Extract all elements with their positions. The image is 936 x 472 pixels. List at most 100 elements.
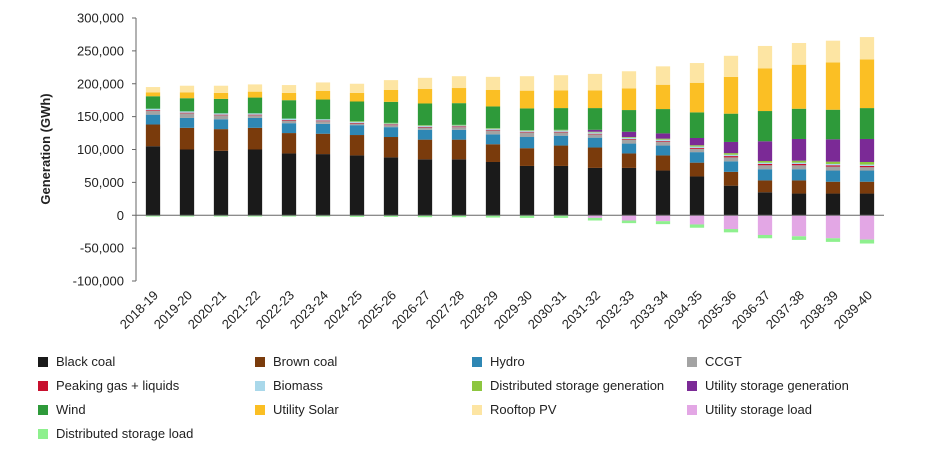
bar-segment: [689, 82, 705, 113]
bar-segment: [553, 90, 569, 109]
bar-segment: [757, 163, 773, 166]
bar-segment: [621, 137, 637, 138]
legend-label: Utility storage generation: [705, 378, 849, 393]
legend-item: Wind: [38, 400, 255, 419]
legend-item: Utility storage load: [687, 400, 907, 419]
bar-segment: [519, 130, 535, 132]
bar-segment: [859, 164, 875, 166]
legend-label: Hydro: [490, 354, 525, 369]
legend-swatch: [38, 404, 48, 415]
bar-segment: [417, 126, 433, 128]
bar-segment: [587, 108, 603, 130]
bar-segment: [485, 130, 501, 135]
bar-segment: [723, 171, 739, 186]
legend-label: Wind: [56, 402, 86, 417]
bar-segment: [655, 141, 671, 146]
bar-segment: [383, 137, 399, 158]
legend-swatch: [687, 380, 697, 391]
bar-segment: [689, 176, 705, 216]
bar-segment: [689, 147, 705, 149]
bar-segment: [587, 132, 603, 134]
bar-segment: [621, 71, 637, 89]
bar-segment: [825, 166, 841, 171]
legend-label: Biomass: [273, 378, 323, 393]
legend-label: CCGT: [705, 354, 742, 369]
bar-segment: [451, 124, 467, 126]
bar-segment: [281, 120, 297, 124]
bar-segment: [723, 229, 739, 233]
bar-segment: [587, 147, 603, 168]
bar-segment: [383, 80, 399, 90]
bar-segment: [247, 127, 263, 150]
bar-segment: [689, 63, 705, 83]
bar-segment: [383, 101, 399, 123]
bar-segment: [417, 129, 433, 140]
bar-segment: [757, 192, 773, 216]
bar-segment: [451, 76, 467, 89]
bar-segment: [757, 161, 773, 163]
bar-segment: [689, 112, 705, 138]
bar-segment: [485, 128, 501, 129]
bar-segment: [281, 92, 297, 101]
bar-segment: [315, 123, 331, 134]
bar-segment: [417, 215, 433, 218]
bar-segment: [417, 127, 433, 130]
y-tick-label: 300,000: [77, 11, 124, 26]
bar-segment: [655, 84, 671, 110]
legend-label: Distributed storage load: [56, 426, 194, 441]
bar-segment: [621, 220, 637, 224]
legend-swatch: [38, 380, 48, 391]
bar-segment: [587, 129, 603, 132]
x-tick-label: 2039-40: [831, 288, 875, 332]
bar-segment: [655, 66, 671, 85]
bar-segment: [723, 153, 739, 155]
bar-segment: [519, 165, 535, 216]
bar-segment: [519, 137, 535, 149]
bar-segment: [757, 68, 773, 112]
bar-segment: [281, 153, 297, 216]
bar-segment: [485, 128, 501, 130]
bar-segment: [757, 180, 773, 193]
bar-segment: [213, 215, 229, 217]
bar-segment: [315, 121, 331, 124]
bar-segment: [553, 135, 569, 146]
bar-segment: [179, 149, 195, 216]
bar-segment: [859, 108, 875, 139]
bar-segment: [281, 123, 297, 134]
bar-segment: [519, 130, 535, 131]
y-tick-label: 50,000: [84, 175, 124, 190]
bar-segment: [451, 125, 467, 127]
bar-segment: [485, 106, 501, 129]
bar-segment: [859, 161, 875, 165]
bar-segment: [349, 101, 365, 122]
bar-segment: [519, 148, 535, 166]
bar-segment: [621, 143, 637, 154]
legend-swatch: [255, 404, 265, 415]
bar-segment: [349, 155, 365, 216]
bar-segment: [791, 215, 807, 237]
bar-segment: [689, 137, 705, 146]
bar-segment: [281, 85, 297, 93]
bar-segment: [145, 92, 161, 97]
bar-segment: [281, 119, 297, 121]
bar-segment: [621, 110, 637, 132]
bar-segment: [417, 125, 433, 127]
legend-swatch: [472, 356, 482, 367]
bar-segment: [179, 111, 195, 113]
bar-segment: [553, 129, 569, 131]
bar-segment: [587, 73, 603, 91]
bar-segment: [825, 215, 841, 239]
bar-segment: [417, 125, 433, 126]
bar-segment: [723, 215, 739, 230]
bar-segment: [757, 215, 773, 235]
bar-segment: [519, 131, 535, 133]
bar-segment: [825, 40, 841, 63]
bar-segment: [655, 109, 671, 134]
bar-segment: [315, 90, 331, 100]
bar-segment: [587, 137, 603, 148]
bar-segment: [791, 180, 807, 194]
bar-segment: [791, 42, 807, 65]
bar-segment: [655, 170, 671, 216]
bar-segment: [791, 193, 807, 216]
